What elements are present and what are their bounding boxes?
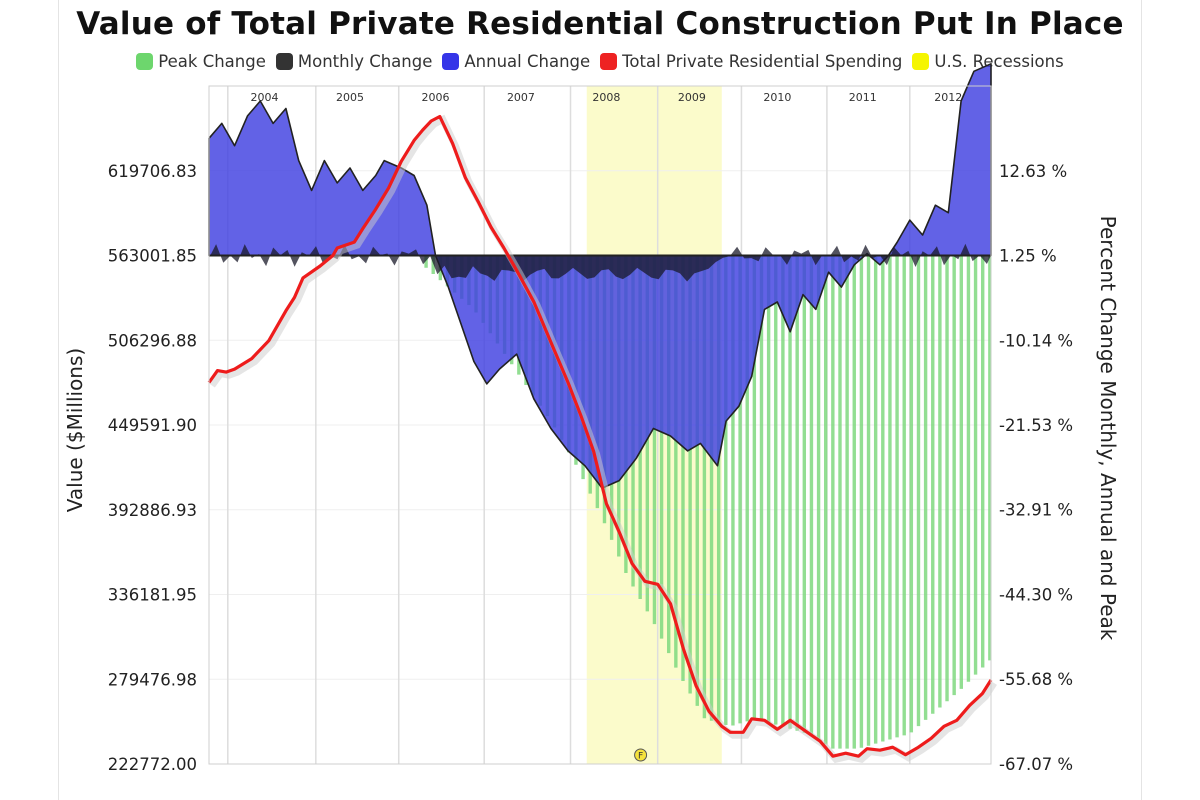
legend-item-monthly-change[interactable]: Monthly Change: [275, 52, 433, 71]
legend-swatch-total-spending: [600, 53, 618, 70]
legend-item-us-recessions[interactable]: U.S. Recessions: [912, 52, 1064, 71]
y-right-tick-label: -67.07 %: [999, 755, 1073, 774]
y-left-tick-label: 619706.83: [108, 162, 197, 181]
legend-item-total-spending[interactable]: Total Private Residential Spending: [600, 52, 902, 71]
y-right-tick-label: -32.91 %: [999, 501, 1073, 520]
monthly-change-area: [209, 243, 991, 282]
legend-label-monthly-change: Monthly Change: [297, 52, 433, 71]
legend-label-peak-change: Peak Change: [158, 52, 266, 71]
legend: Peak Change Monthly Change Annual Change…: [0, 52, 1200, 71]
legend-item-peak-change[interactable]: Peak Change: [136, 52, 266, 71]
legend-label-annual-change: Annual Change: [464, 52, 591, 71]
year-label-2007: 2007: [507, 91, 535, 104]
y-left-tick-label: 392886.93: [108, 501, 197, 520]
y-axis-right-title: Percent Change Monthly, Annual and Peak: [1096, 216, 1120, 641]
y-right-tick-label: -10.14 %: [999, 331, 1073, 350]
spending-line: [207, 114, 993, 758]
year-label-2009: 2009: [678, 91, 706, 104]
year-label-2011: 2011: [849, 91, 877, 104]
y-left-tick-label: 563001.85: [108, 247, 197, 266]
y-axis-left-title: Value ($Millions): [63, 348, 87, 512]
y-left-tick-label: 336181.95: [108, 586, 197, 605]
legend-swatch-annual-change: [442, 53, 460, 70]
year-label-2006: 2006: [421, 91, 449, 104]
y-right-tick-label: -55.68 %: [999, 670, 1073, 689]
legend-swatch-peak-change: [136, 53, 154, 70]
spending-line-shadow: [209, 114, 997, 764]
event-marker: [634, 748, 648, 762]
y-left-tick-label: 222772.00: [108, 755, 197, 774]
year-label-2004: 2004: [251, 91, 279, 104]
chart-title: Value of Total Private Residential Const…: [76, 6, 1124, 42]
y-left-tick-label: 279476.98: [108, 670, 197, 689]
legend-label-us-recessions: U.S. Recessions: [934, 52, 1064, 71]
year-label-2010: 2010: [763, 91, 791, 104]
legend-label-total-spending: Total Private Residential Spending: [622, 52, 903, 71]
legend-swatch-monthly-change: [275, 53, 293, 70]
y-right-tick-label: 12.63 %: [999, 162, 1067, 181]
y-left-tick-label: 449591.90: [108, 416, 197, 435]
year-label-2005: 2005: [336, 91, 364, 104]
event-marker-label: F: [638, 752, 643, 762]
y-right-tick-label: 1.25 %: [999, 246, 1057, 265]
year-label-2008: 2008: [592, 91, 620, 104]
y-right-tick-label: -21.53 %: [999, 416, 1073, 435]
legend-swatch-us-recessions: [912, 53, 930, 70]
legend-item-annual-change[interactable]: Annual Change: [442, 52, 590, 71]
y-right-tick-label: -44.30 %: [999, 586, 1073, 605]
y-left-tick-label: 506296.88: [108, 331, 197, 350]
year-label-2012: 2012: [934, 91, 962, 104]
plot-border: [208, 85, 992, 765]
